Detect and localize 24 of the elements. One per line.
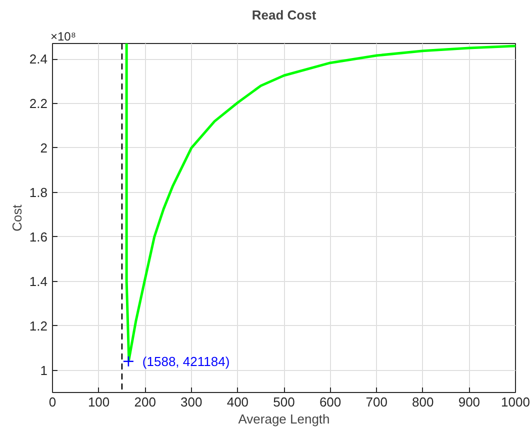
x-tick-label: 500	[273, 394, 295, 410]
y-tick-label: 1.2	[29, 318, 48, 334]
x-tick-label: 400	[226, 394, 249, 410]
x-tick-label: 0	[48, 394, 56, 410]
x-axis-title: Average Length	[238, 412, 330, 426]
annotation: (1588, 421184)	[142, 354, 230, 369]
chart-title: Read Cost	[252, 8, 317, 22]
y-tick-label: 1.8	[29, 184, 48, 200]
y-tick-label: 1.4	[29, 274, 48, 289]
y-tick-label: 2.4	[29, 52, 48, 67]
x-tick-label: 300	[180, 394, 202, 410]
x-tick-label: 900	[458, 394, 480, 410]
y-axis-title: Cost	[9, 204, 24, 232]
y-tick-label: 1.6	[29, 229, 48, 244]
x-tick-label: 600	[319, 394, 342, 410]
y-tick-label: 1	[40, 362, 48, 378]
x-tick-label: 800	[412, 394, 434, 410]
x-tick-label: 1000	[501, 394, 530, 410]
x-tick-label: 700	[366, 394, 388, 410]
x-tick-label: 200	[134, 394, 156, 410]
y-tick-label: 2.2	[29, 96, 48, 112]
x-tick-label: 100	[88, 394, 110, 410]
y-tick-label: 2	[40, 140, 48, 156]
text: ×10⁸	[50, 30, 76, 44]
